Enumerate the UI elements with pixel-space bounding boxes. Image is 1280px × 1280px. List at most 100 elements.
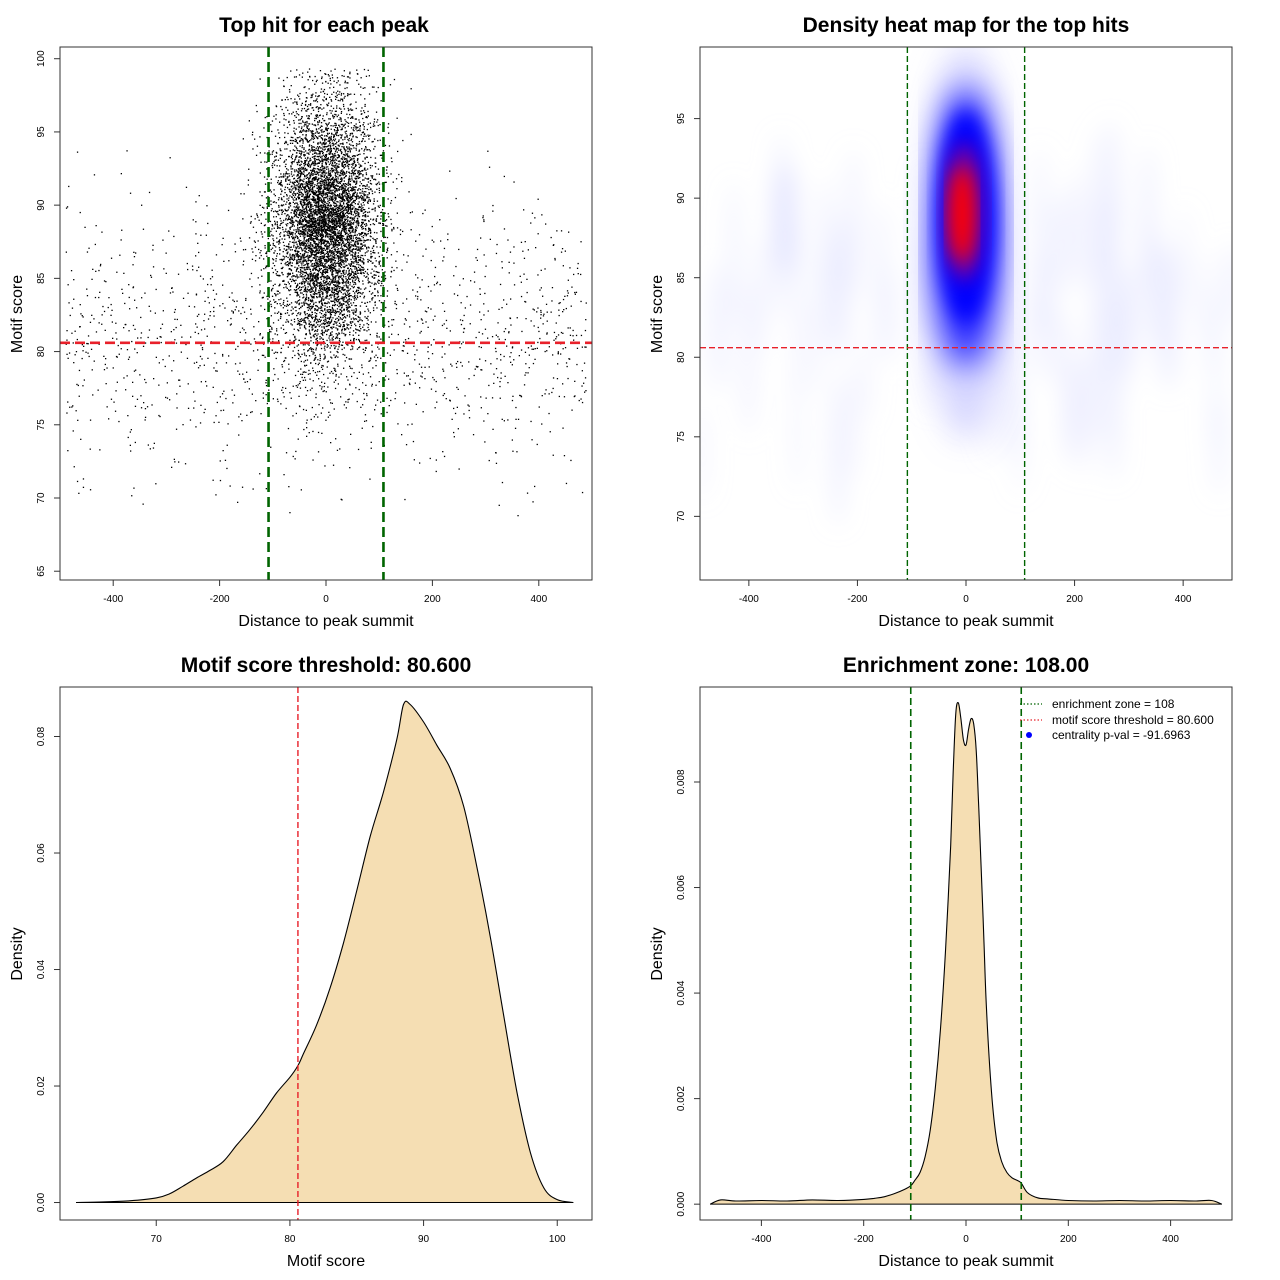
- scatter-point: [361, 243, 363, 245]
- scatter-point: [324, 349, 326, 351]
- scatter-point: [337, 365, 339, 367]
- scatter-point: [261, 206, 264, 208]
- scatter-point: [336, 208, 338, 210]
- scatter-point: [309, 202, 311, 205]
- scatter-point: [335, 198, 337, 200]
- scatter-point: [291, 276, 293, 278]
- scatter-point: [322, 225, 325, 227]
- scatter-point: [298, 251, 300, 253]
- scatter-point: [303, 238, 305, 240]
- scatter-point: [340, 234, 342, 236]
- scatter-point: [297, 300, 299, 302]
- scatter-point: [331, 221, 333, 223]
- scatter-point: [302, 344, 304, 346]
- scatter-point: [295, 156, 297, 159]
- scatter-point: [319, 256, 321, 258]
- scatter-point: [347, 117, 349, 119]
- scatter-point: [349, 208, 351, 210]
- scatter-point: [334, 260, 336, 262]
- scatter-point: [317, 122, 319, 124]
- scatter-point: [331, 207, 333, 210]
- scatter-point: [364, 245, 366, 247]
- scatter-point: [339, 252, 341, 254]
- scatter-point: [313, 124, 315, 126]
- scatter-point: [342, 199, 344, 201]
- scatter-point: [267, 281, 269, 283]
- scatter-point: [316, 168, 318, 170]
- scatter-point: [373, 123, 375, 125]
- scatter-point: [350, 127, 353, 129]
- scatter-point: [312, 353, 314, 355]
- scatter-point: [307, 215, 309, 217]
- scatter-point: [295, 111, 297, 113]
- scatter-point: [282, 175, 284, 177]
- scatter-point: [331, 153, 333, 155]
- scatter-point: [289, 218, 292, 220]
- scatter-point: [331, 300, 333, 303]
- scatter-point: [331, 93, 333, 95]
- scatter-point: [319, 261, 321, 263]
- scatter-point: [277, 293, 279, 295]
- scatter-point: [289, 91, 291, 93]
- scatter-point: [375, 240, 377, 242]
- scatter-point: [352, 214, 354, 216]
- scatter-point: [271, 225, 274, 227]
- scatter-point: [293, 255, 296, 257]
- scatter-point: [358, 119, 360, 121]
- scatter-point: [365, 172, 367, 174]
- scatter-point: [333, 80, 335, 82]
- scatter-point: [309, 224, 311, 226]
- scatter-point: [330, 216, 333, 218]
- scatter-point: [349, 147, 351, 150]
- scatter-point: [303, 247, 305, 250]
- scatter-point: [337, 337, 339, 339]
- scatter-point: [294, 145, 296, 147]
- scatter-point: [290, 269, 292, 271]
- scatter-point: [328, 191, 330, 193]
- scatter-point: [321, 235, 323, 237]
- scatter-point: [305, 371, 307, 373]
- scatter-point: [338, 156, 340, 159]
- scatter-point: [281, 184, 283, 186]
- scatter-point: [337, 363, 339, 365]
- scatter-point: [313, 276, 315, 278]
- scatter-point: [322, 166, 324, 168]
- scatter-point: [312, 237, 315, 240]
- scatter-point: [333, 231, 335, 233]
- scatter-point: [273, 227, 275, 229]
- scatter-point: [351, 179, 353, 181]
- scatter-point: [327, 180, 329, 182]
- scatter-point: [344, 95, 346, 98]
- scatter-point: [320, 200, 322, 202]
- scatter-point: [358, 170, 360, 172]
- scatter-point: [366, 322, 368, 325]
- scatter-point: [343, 97, 345, 99]
- scatter-point: [299, 282, 301, 285]
- scatter-point: [365, 211, 367, 213]
- scatter-point: [291, 139, 293, 142]
- scatter-point: [331, 259, 334, 261]
- scatter-point: [306, 288, 308, 290]
- scatter-point: [373, 198, 375, 200]
- scatter-point: [298, 190, 300, 192]
- scatter-point: [315, 173, 317, 175]
- scatter-point: [332, 235, 334, 237]
- scatter-point: [305, 251, 307, 253]
- scatter-point: [375, 111, 378, 113]
- scatter-point: [317, 252, 320, 254]
- scatter-point: [307, 247, 309, 249]
- scatter-point: [333, 292, 335, 294]
- scatter-point: [346, 136, 348, 138]
- scatter-point: [315, 287, 317, 289]
- scatter-point: [377, 215, 379, 217]
- scatter-point: [277, 226, 279, 229]
- scatter-point: [281, 211, 283, 214]
- scatter-point: [372, 219, 374, 221]
- scatter-point: [327, 233, 329, 235]
- scatter-point: [347, 282, 349, 284]
- scatter-point: [308, 194, 311, 196]
- scatter-point: [326, 339, 328, 342]
- scatter-point: [305, 134, 307, 136]
- scatter-point: [325, 214, 327, 216]
- scatter-point: [337, 210, 340, 212]
